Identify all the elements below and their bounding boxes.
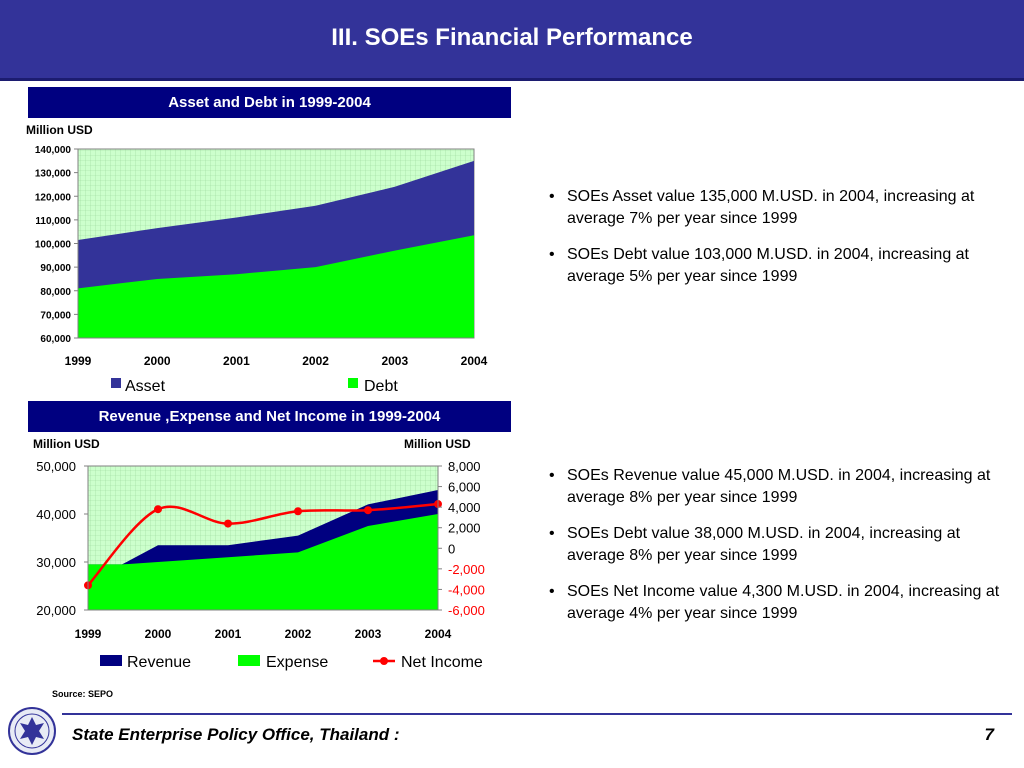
x-tick-label: 2002 — [302, 354, 329, 368]
legend-revenue-label: Revenue — [127, 654, 191, 671]
y2-tick-label: -4,000 — [448, 582, 485, 597]
legend-asset-label: Asset — [125, 378, 166, 395]
asset-debt-chart: 60,000 70,000 80,000 90,000 100,000 110,000 12… — [35, 145, 488, 395]
revenue-bullets: SOEs Revenue value 45,000 M.USD. in 2004… — [547, 465, 1007, 639]
debt-area — [78, 235, 474, 338]
y-tick-label: 120,000 — [35, 192, 72, 203]
legend-asset-swatch — [111, 378, 121, 388]
y2-tick-label: 0 — [448, 541, 455, 556]
net-income-point — [154, 505, 162, 514]
y-tick-label: 130,000 — [35, 169, 72, 180]
net-income-point — [364, 506, 372, 515]
y-tick-label: 100,000 — [35, 240, 72, 251]
revenue-unit-label-left: Million USD — [33, 437, 100, 451]
legend-debt-label: Debt — [364, 378, 398, 395]
y-tick-label: 40,000 — [36, 507, 76, 522]
bullet-asset: SOEs Asset value 135,000 M.USD. in 2004,… — [547, 186, 1007, 230]
revenue-panel-title: Revenue ,Expense and Net Income in 1999-… — [28, 401, 511, 432]
x-tick-label: 2002 — [285, 627, 312, 641]
expense-area — [88, 514, 438, 610]
y2-tick-label: 2,000 — [448, 521, 481, 536]
x-tick-label: 2004 — [461, 354, 488, 368]
net-income-point — [294, 507, 302, 516]
bullet-revenue: SOEs Revenue value 45,000 M.USD. in 2004… — [547, 465, 1007, 509]
asset-debt-bullets: SOEs Asset value 135,000 M.USD. in 2004,… — [547, 186, 1007, 302]
x-tick-label: 2001 — [223, 354, 250, 368]
revenue-unit-label-right: Million USD — [404, 437, 471, 451]
x-tick-label: 2004 — [425, 627, 452, 641]
y-tick-label: 60,000 — [40, 334, 71, 345]
asset-debt-panel-title: Asset and Debt in 1999-2004 — [28, 87, 511, 118]
bullet-net-income: SOEs Net Income value 4,300 M.USD. in 20… — [547, 581, 1007, 625]
asset-debt-unit-label: Million USD — [26, 123, 93, 137]
y-tick-label: 110,000 — [35, 216, 71, 227]
y-tick-label: 80,000 — [40, 287, 71, 298]
legend-expense-label: Expense — [266, 654, 328, 671]
revenue-expense-chart: 20,000 30,000 40,000 50,000 -6,000 -4,000 -2,0… — [36, 459, 485, 671]
legend-net-income-label: Net Income — [401, 654, 483, 671]
slide-header: III. SOEs Financial Performance — [0, 0, 1024, 81]
slide-title: III. SOEs Financial Performance — [331, 24, 693, 51]
y-tick-label: 140,000 — [35, 145, 72, 156]
y-tick-label: 30,000 — [36, 555, 76, 570]
x-tick-label: 1999 — [75, 627, 102, 641]
y-tick-label: 70,000 — [40, 310, 71, 321]
legend-revenue-swatch — [100, 655, 122, 666]
legend-debt-swatch — [348, 378, 358, 388]
legend-net-income-marker — [380, 657, 388, 665]
y-tick-label: 90,000 — [40, 263, 71, 274]
y2-tick-label: 4,000 — [448, 500, 481, 515]
y2-tick-label: 6,000 — [448, 480, 481, 495]
garuda-emblem-icon — [8, 707, 56, 755]
x-tick-label: 2003 — [355, 627, 382, 641]
x-tick-label: 2000 — [144, 354, 171, 368]
x-tick-label: 1999 — [65, 354, 92, 368]
x-tick-label: 2001 — [215, 627, 242, 641]
y2-tick-label: 8,000 — [448, 459, 481, 474]
bullet-expense: SOEs Debt value 38,000 M.USD. in 2004, i… — [547, 523, 1007, 567]
y2-tick-label: -6,000 — [448, 603, 485, 618]
x-tick-label: 2003 — [381, 354, 408, 368]
legend-expense-swatch — [238, 655, 260, 666]
y2-tick-label: -2,000 — [448, 562, 485, 577]
y-tick-label: 50,000 — [36, 459, 76, 474]
bullet-debt: SOEs Debt value 103,000 M.USD. in 2004, … — [547, 244, 1007, 288]
net-income-point — [224, 519, 232, 528]
y-tick-label: 20,000 — [36, 603, 76, 618]
x-tick-label: 2000 — [145, 627, 172, 641]
page-number: 7 — [984, 725, 994, 744]
footer-organization: State Enterprise Policy Office, Thailand… — [72, 725, 400, 744]
footer-divider — [62, 713, 1012, 715]
source-note: Source: SEPO — [52, 689, 114, 699]
